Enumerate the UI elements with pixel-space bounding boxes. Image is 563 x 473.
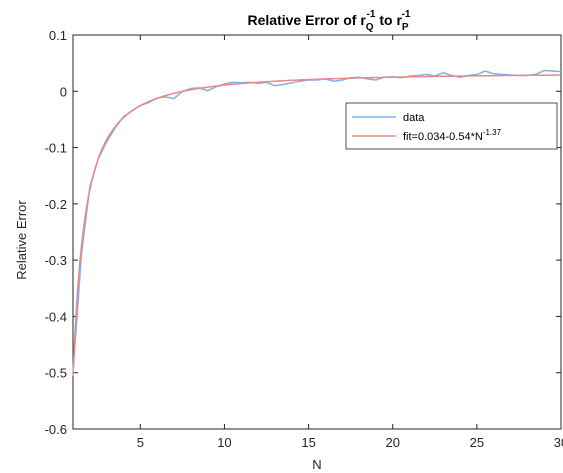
series-line-fit bbox=[72, 74, 561, 377]
chart-title-sub-p: P bbox=[402, 22, 409, 33]
legend: data fit=0.034-0.54*N-1.37 bbox=[345, 102, 558, 150]
chart-title-sup-q: -1 bbox=[367, 9, 376, 20]
chart-title-prefix: Relative Error of r bbox=[248, 12, 367, 28]
x-axis-label: N bbox=[312, 457, 321, 472]
x-tick-label: 10 bbox=[217, 435, 231, 450]
y-tick-label: -0.3 bbox=[45, 253, 67, 268]
x-tick-label: 15 bbox=[301, 435, 315, 450]
x-tick-label: 5 bbox=[137, 435, 144, 450]
x-tick-label: 25 bbox=[470, 435, 484, 450]
x-tick-label: 20 bbox=[385, 435, 399, 450]
y-tick-label: -0.4 bbox=[45, 309, 67, 324]
chart-title-sup-p: -1 bbox=[402, 9, 411, 20]
chart-title: Relative Error of rQ -1 to rP -1 bbox=[248, 9, 411, 33]
legend-label-fit: fit=0.034-0.54*N-1.37 bbox=[403, 128, 502, 143]
legend-label-fit-exponent: -1.37 bbox=[483, 128, 502, 137]
chart-title-middle: to r bbox=[375, 12, 402, 28]
legend-label-fit-base: fit=0.034-0.54*N bbox=[403, 131, 483, 143]
axis-ticks: 5 10 15 20 25 30 -0.6 -0.5 -0.4 -0.3 -0.2 -0.1 0 0.1 bbox=[45, 28, 563, 450]
legend-label-data: data bbox=[403, 112, 425, 124]
series-layer bbox=[72, 69, 562, 377]
plot-area bbox=[72, 34, 562, 430]
chart-title-sub-q: Q bbox=[366, 22, 374, 33]
y-tick-label: 0.1 bbox=[49, 28, 67, 43]
x-tick-label: 30 bbox=[554, 435, 563, 450]
legend-box bbox=[345, 102, 558, 150]
y-tick-label: 0 bbox=[60, 84, 67, 99]
y-axis-label: Relative Error bbox=[14, 200, 29, 280]
y-tick-label: -0.5 bbox=[45, 366, 67, 381]
y-tick-label: -0.2 bbox=[45, 197, 67, 212]
y-tick-label: -0.1 bbox=[45, 141, 67, 156]
y-tick-label: -0.6 bbox=[45, 422, 67, 437]
